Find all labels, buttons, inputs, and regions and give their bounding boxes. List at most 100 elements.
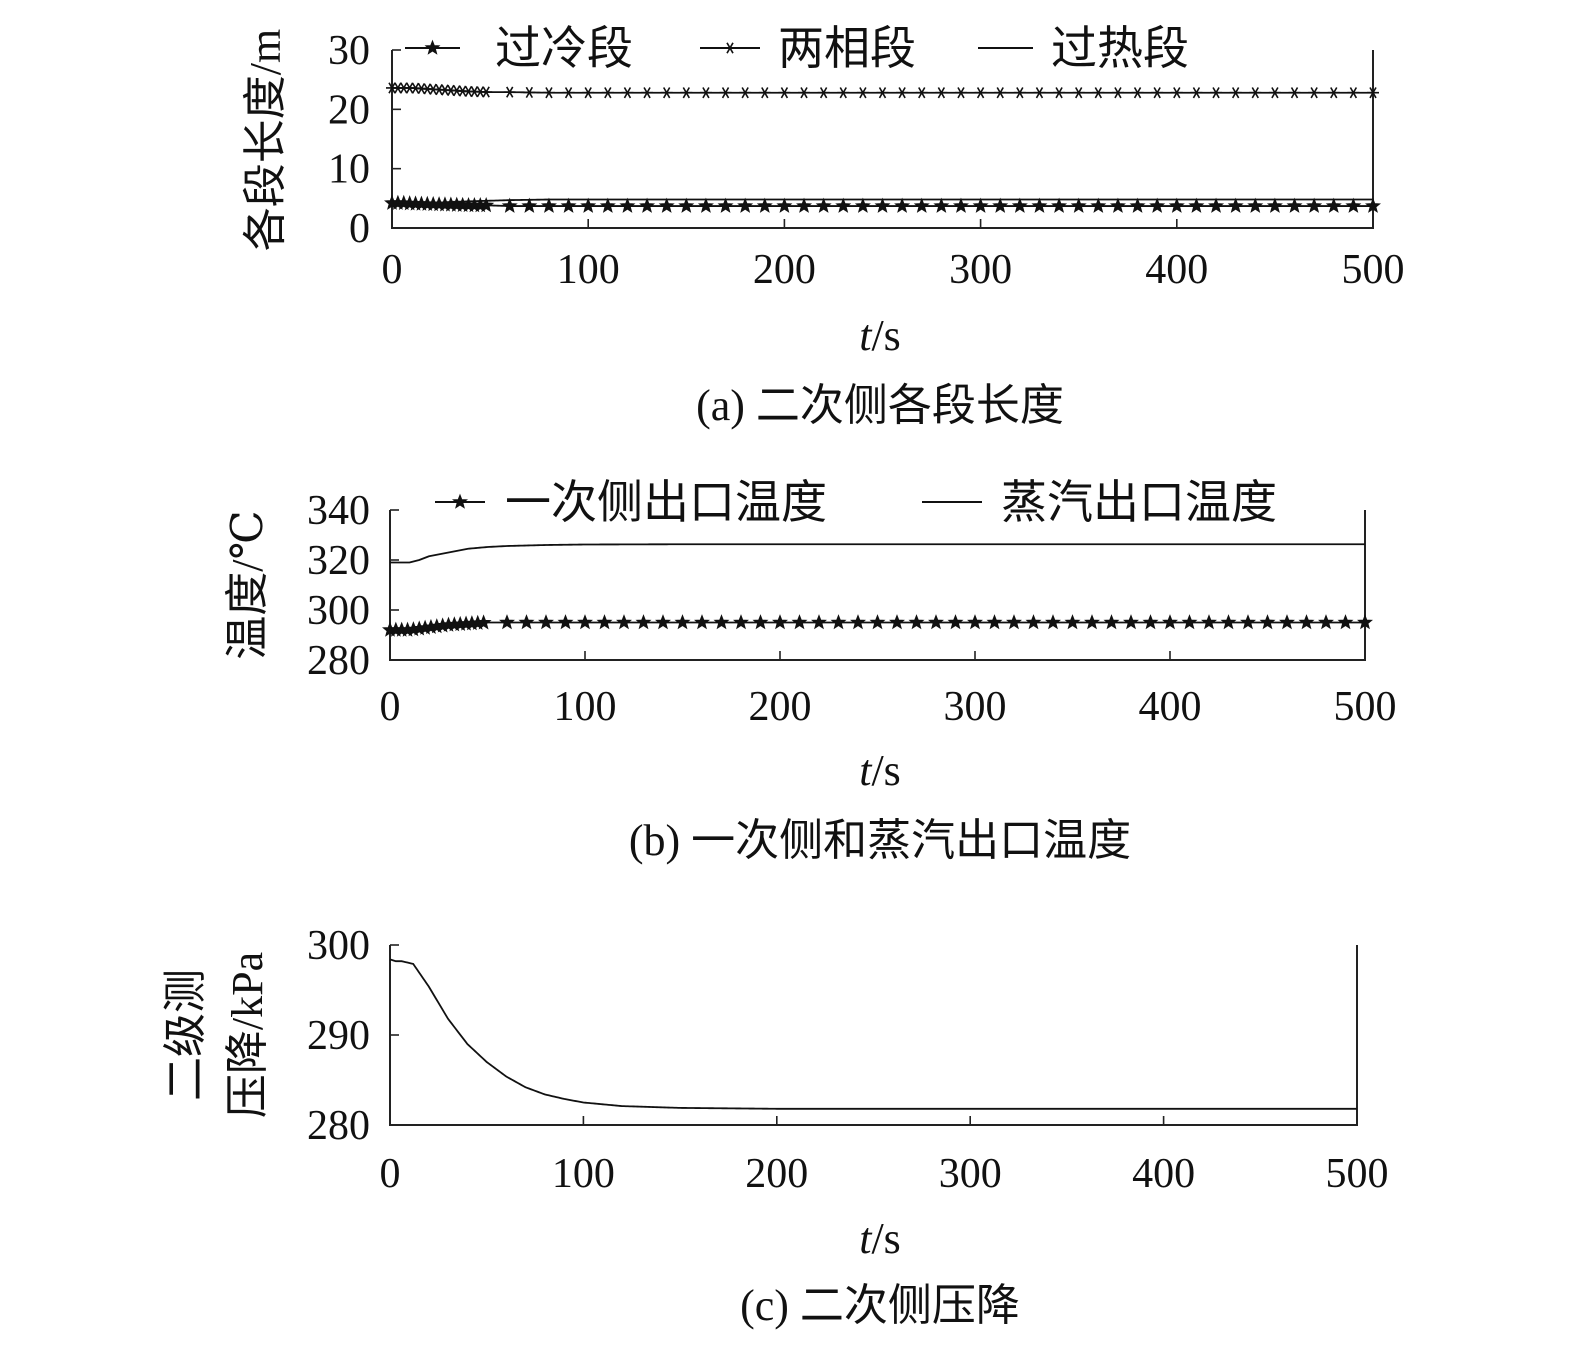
data-point	[737, 197, 754, 213]
x-tick-label: 500	[1342, 247, 1405, 293]
data-point	[1190, 87, 1203, 99]
data-point	[889, 614, 905, 630]
data-point	[874, 197, 891, 213]
data-point	[503, 86, 516, 98]
series-line	[389, 958, 1357, 1110]
data-point	[1337, 614, 1354, 630]
data-point	[619, 197, 636, 213]
y-tick-label: 10	[328, 147, 370, 193]
data-point	[562, 87, 575, 99]
series-1	[389, 958, 1357, 1110]
axes-frame	[391, 50, 1374, 229]
data-point	[1151, 87, 1164, 99]
x-tick-label: 500	[1326, 1151, 1389, 1197]
data-point	[1266, 197, 1283, 213]
x-tick-label: 500	[1334, 684, 1397, 730]
data-point	[1129, 197, 1146, 213]
x-axis-label: t/s	[859, 746, 901, 795]
data-point	[621, 87, 634, 99]
data-point	[758, 87, 771, 99]
series-line	[392, 198, 1373, 206]
y-tick-label: 300	[307, 588, 370, 634]
x-tick-label: 300	[944, 684, 1007, 730]
data-point	[796, 197, 813, 213]
x-tick-label: 300	[949, 247, 1012, 293]
data-point	[635, 614, 652, 630]
x-axis-label-variable: t	[859, 746, 873, 795]
y-tick-label: 0	[349, 206, 370, 252]
data-point	[699, 87, 712, 99]
data-point	[954, 87, 967, 99]
data-point	[1181, 614, 1198, 630]
data-point	[1229, 87, 1242, 99]
y-tick-label: 300	[307, 923, 370, 969]
data-point	[1170, 87, 1183, 99]
data-point	[1220, 614, 1237, 630]
data-point	[817, 87, 830, 99]
data-point	[1325, 197, 1342, 213]
data-point	[928, 614, 944, 630]
x-tick-label: 100	[557, 247, 620, 293]
legend-label: 过热段	[1051, 23, 1189, 74]
data-point	[1345, 197, 1362, 213]
data-point	[1367, 87, 1379, 99]
data-point	[655, 614, 671, 630]
data-point	[1249, 87, 1262, 99]
data-point	[869, 614, 886, 630]
legend-item: 两相段	[700, 23, 916, 74]
panel-caption: (a) 二次侧各段长度	[696, 381, 1064, 430]
data-point	[1109, 197, 1126, 213]
x-axis-label-unit: /s	[871, 1214, 900, 1263]
data-point	[475, 614, 492, 630]
data-point	[1070, 197, 1087, 213]
data-point	[1031, 197, 1048, 213]
data-point	[1025, 614, 1042, 630]
data-point	[986, 614, 1003, 630]
x-tick-label: 100	[552, 1151, 615, 1197]
x-axis-label: t/s	[859, 1214, 901, 1263]
x-tick-label: 400	[1132, 1151, 1195, 1197]
data-point	[1247, 197, 1264, 213]
data-point	[908, 614, 925, 630]
data-point	[678, 197, 695, 213]
data-point	[501, 197, 518, 213]
data-point	[894, 197, 911, 213]
data-point	[542, 87, 555, 99]
data-point	[560, 197, 577, 213]
data-point	[994, 87, 1007, 99]
data-point	[1208, 197, 1225, 213]
data-point	[992, 197, 1009, 213]
data-point	[1188, 197, 1205, 213]
data-point	[1072, 87, 1085, 99]
data-point	[1308, 87, 1321, 99]
y-tick-label: 320	[307, 538, 370, 584]
data-point	[674, 614, 691, 630]
data-point	[601, 87, 614, 99]
data-point	[1111, 87, 1124, 99]
data-point	[913, 197, 930, 213]
series-2	[390, 543, 1365, 564]
data-point	[876, 87, 889, 99]
data-point	[835, 197, 852, 213]
data-point	[1240, 614, 1256, 630]
data-point	[798, 87, 811, 99]
panel-c-chart: 0 100 200 300 400 500 280 290 300 t/s 二级测 压降/kPa (c)…	[161, 923, 1389, 1330]
data-point	[1357, 614, 1373, 630]
data-point	[1286, 197, 1303, 213]
x-tick-label: 100	[554, 684, 617, 730]
data-point	[1006, 614, 1022, 630]
data-point	[660, 87, 673, 99]
y-tick-label: 20	[328, 87, 370, 133]
data-point	[815, 197, 832, 213]
data-point	[1168, 197, 1185, 213]
x-axis-label: t/s	[859, 311, 901, 360]
data-point	[1103, 614, 1120, 630]
data-point	[1327, 87, 1340, 99]
data-point	[1268, 87, 1281, 99]
data-point	[719, 87, 732, 99]
data-point	[1033, 87, 1046, 99]
data-point	[1365, 197, 1381, 213]
x-tick-label: 0	[382, 247, 403, 293]
data-point	[641, 87, 654, 99]
